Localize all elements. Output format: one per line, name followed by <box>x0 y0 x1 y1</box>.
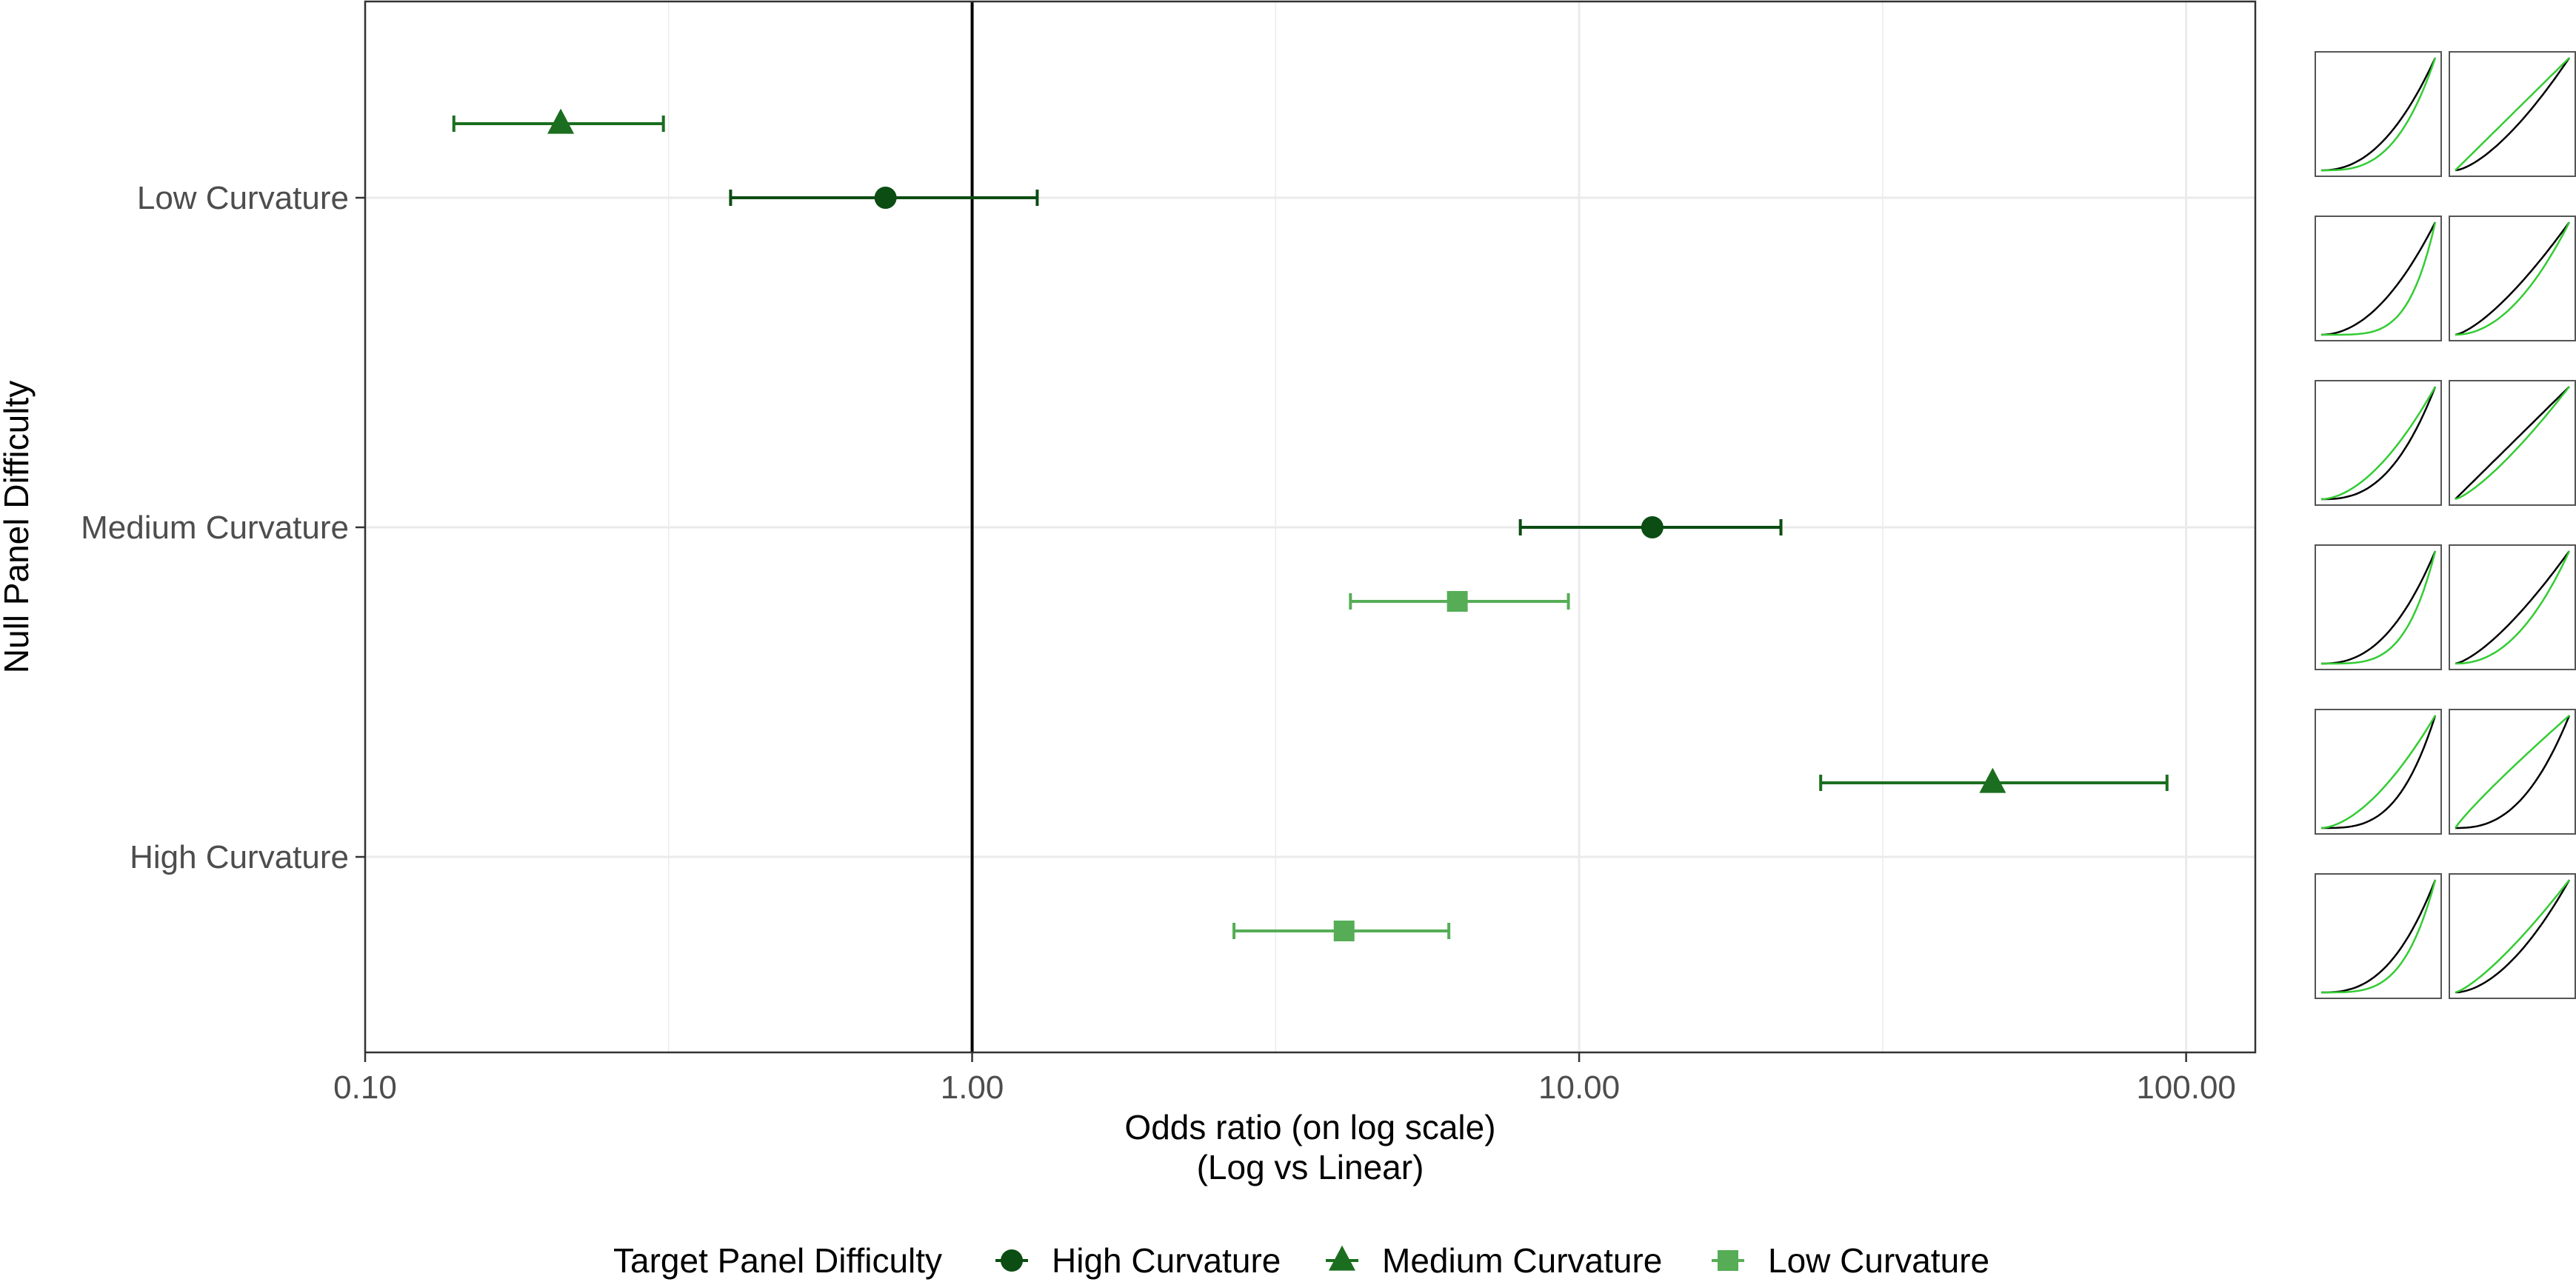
y-axis-title: Null Panel Difficulty <box>0 381 36 673</box>
y-tick-label: High Curvature <box>130 839 349 875</box>
curve-thumbnail <box>2449 51 2576 177</box>
legend-title: Target Panel Difficulty <box>613 1241 942 1280</box>
thumbnail-curve-black <box>2455 715 2571 829</box>
y-tick-label: Low Curvature <box>137 180 349 216</box>
thumbnail-curve-green <box>2455 550 2571 665</box>
legend-key-square <box>1718 1250 1738 1271</box>
x-axis-title-line-2: (Log vs Linear) <box>1197 1148 1424 1186</box>
x-tick-label: 100.00 <box>2136 1069 2236 1106</box>
point-estimate <box>874 187 897 209</box>
thumbnail-curve-green <box>2455 386 2570 501</box>
x-tick-label: 10.00 <box>1538 1069 1620 1106</box>
legend-key-triangle <box>1329 1245 1355 1271</box>
data-point <box>452 108 665 134</box>
legend: Target Panel Difficulty High Curvature Me… <box>613 1241 1989 1280</box>
thumbnail-curve-green <box>2455 221 2571 336</box>
thumbnail-curve-black <box>2321 386 2437 501</box>
data-point <box>1819 767 2169 793</box>
thumbnail-curve-green <box>2455 879 2570 994</box>
legend-item: High Curvature <box>995 1241 1281 1280</box>
thumbnail-curve-green <box>2321 550 2437 665</box>
thumbnail-curve-black <box>2455 57 2571 172</box>
legend-label: High Curvature <box>1052 1241 1281 1280</box>
thumbnail-frame <box>2315 873 2442 999</box>
x-tick-label: 1.00 <box>941 1069 1004 1106</box>
thumbnail-frame <box>2315 51 2442 177</box>
thumbnail-curve-green <box>2321 879 2437 994</box>
curve-thumbnail <box>2315 544 2442 670</box>
data-point <box>729 187 1039 209</box>
curve-thumbnail <box>2315 51 2442 177</box>
curve-thumbnail <box>2315 873 2442 999</box>
curve-thumbnail <box>2449 709 2576 835</box>
thumbnail-frame <box>2315 709 2442 835</box>
thumbnail-curve-black <box>2455 386 2570 500</box>
thumbnail-curve-green <box>2454 715 2570 829</box>
data-point <box>1518 516 1783 538</box>
legend-label: Medium Curvature <box>1382 1241 1662 1280</box>
legend-label: Low Curvature <box>1768 1241 1989 1280</box>
thumbnail-curve-black <box>2320 57 2437 172</box>
thumbnail-curve-green <box>2321 221 2437 336</box>
thumbnail-curve-black <box>2321 550 2437 665</box>
legend-key-circle <box>1001 1249 1023 1272</box>
point-estimate <box>547 108 575 134</box>
legend-items: High Curvature Medium Curvature Low Curvat… <box>995 1241 1989 1280</box>
thumbnail-curve-black <box>2321 715 2437 829</box>
thumbnail-curve-black <box>2455 879 2571 994</box>
x-tick-label: 0.10 <box>333 1069 397 1106</box>
y-axis: Low Curvature Medium Curvature High Curvat… <box>81 180 365 875</box>
thumbnail-curve-black <box>2320 221 2437 336</box>
thumbnail-frame <box>2449 216 2576 341</box>
thumbnail-curve-black <box>2455 221 2571 336</box>
plot-area <box>364 0 2257 1054</box>
thumbnail-curve-green <box>2320 386 2437 501</box>
curve-thumbnail <box>2315 216 2442 341</box>
data-point <box>1349 591 1570 612</box>
thumbnail-frame <box>2449 544 2576 670</box>
x-axis: 0.10 1.00 10.00 100.00 <box>333 1052 2236 1106</box>
thumbnail-curve-green <box>2455 57 2570 171</box>
thumbnail-frame <box>2315 544 2442 670</box>
point-estimate <box>1333 921 1355 941</box>
data-point <box>1232 921 1451 941</box>
thumbnail-curve-green <box>2321 57 2437 172</box>
x-axis-title-line-1: Odds ratio (on log scale) <box>1124 1108 1495 1146</box>
curve-thumbnail <box>2315 709 2442 835</box>
legend-item: Low Curvature <box>1712 1241 1989 1280</box>
thumbnail-frame <box>2449 709 2576 835</box>
thumbnail-frame <box>2449 873 2576 999</box>
thumbnail-curve-black <box>2455 550 2571 665</box>
point-estimate <box>1641 516 1664 538</box>
curve-thumbnail <box>2315 380 2442 506</box>
curve-thumbnail <box>2449 216 2576 341</box>
thumbnail-panels <box>2315 51 2576 999</box>
point-estimate <box>1447 591 1468 612</box>
curve-thumbnail <box>2449 380 2576 506</box>
y-tick-label: Medium Curvature <box>81 510 349 546</box>
legend-item: Medium Curvature <box>1326 1241 1662 1280</box>
thumbnail-frame <box>2315 216 2442 341</box>
thumbnail-frame <box>2315 380 2442 506</box>
data-marks <box>452 108 2169 941</box>
curve-thumbnail <box>2449 873 2576 999</box>
point-estimate <box>1979 767 2006 793</box>
curve-thumbnail <box>2449 544 2576 670</box>
thumbnail-curve-green <box>2320 715 2437 829</box>
